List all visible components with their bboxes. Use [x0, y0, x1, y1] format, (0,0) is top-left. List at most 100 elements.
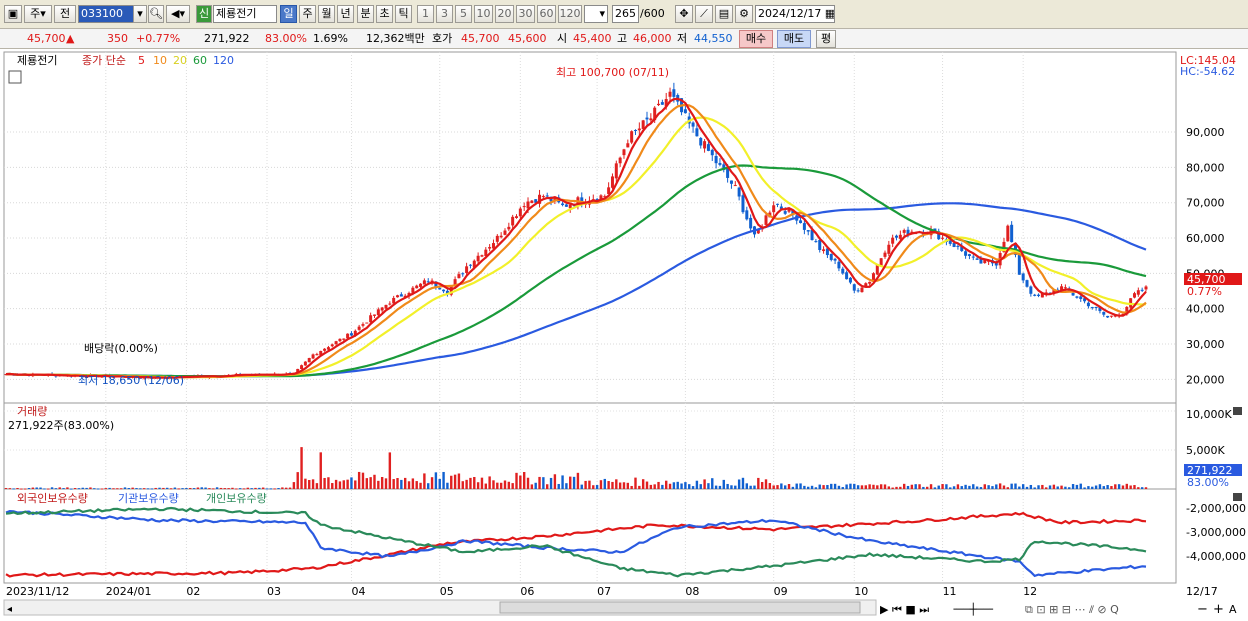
tab-week[interactable]: 주	[299, 5, 316, 23]
candle-body	[396, 295, 400, 298]
zoom-slider-icon[interactable]: ╶──┼──╴	[950, 602, 996, 616]
candle-body	[603, 196, 607, 198]
zoom-in-icon[interactable]: +	[1213, 602, 1224, 617]
candle-body	[960, 246, 964, 252]
volume-bar	[1110, 486, 1113, 489]
volume-bar	[653, 484, 656, 489]
candle-body	[564, 204, 568, 207]
volume-bar	[47, 488, 50, 490]
volume-bar	[1014, 483, 1017, 489]
volume-bar	[799, 483, 802, 489]
volume-bar	[93, 488, 96, 490]
price-tick-label: 60,000	[1186, 232, 1225, 245]
x-tick-label: 07	[597, 585, 611, 598]
volume-bar	[922, 486, 925, 489]
tab-second[interactable]: 초	[376, 5, 393, 23]
candle-body	[365, 322, 369, 324]
volume-bar	[776, 485, 779, 489]
gear-icon[interactable]: ⚙	[735, 5, 753, 23]
candle-body	[906, 229, 910, 234]
volume-bar	[657, 481, 660, 489]
candle-body	[534, 199, 538, 203]
volume-bar	[1052, 484, 1056, 489]
quote-turnover: 1.69%	[313, 32, 348, 45]
volume-bar	[979, 487, 983, 489]
grid-toggle-icon[interactable]	[8, 70, 22, 84]
volume-bar	[112, 488, 115, 490]
institution-holdings-line	[5, 509, 1147, 578]
mode-select[interactable]: 전	[54, 5, 76, 23]
scroll-left-icon[interactable]: ◂	[7, 604, 12, 615]
candle-body	[691, 122, 695, 127]
candle-body	[330, 344, 334, 347]
sell-button[interactable]: 매도	[777, 30, 811, 48]
candle-body	[399, 294, 403, 297]
tab-tick[interactable]: 틱	[395, 5, 412, 23]
legend-stock-name[interactable]: 제룡전기	[17, 54, 57, 67]
minute-10[interactable]: 10	[474, 5, 493, 23]
volume-bar	[515, 472, 518, 489]
volume-bar	[1079, 483, 1082, 489]
volume-bar	[423, 473, 426, 489]
interval-select[interactable]: ▾	[584, 5, 608, 23]
code-dropdown[interactable]: ▾	[133, 5, 147, 23]
tools-icon[interactable]: ⧉ ⊡ ⊞ ⊟ ⋯ ⫽ ⊘ Q	[1025, 603, 1119, 616]
x-tick-label: 10	[854, 585, 868, 598]
tab-month[interactable]: 월	[318, 5, 335, 23]
candle-body	[311, 354, 315, 359]
search-icon[interactable]: 🔍︎	[148, 5, 164, 23]
candle-body	[1071, 292, 1075, 296]
tab-minute[interactable]: 분	[357, 5, 374, 23]
minute-30[interactable]: 30	[516, 5, 535, 23]
volume-bar	[39, 487, 42, 489]
quote-change: 350	[107, 32, 128, 45]
volume-bar	[403, 477, 407, 489]
scroll-thumb[interactable]	[499, 601, 861, 614]
tab-year[interactable]: 년	[337, 5, 354, 23]
eval-button[interactable]: 평	[816, 30, 836, 48]
volume-bar	[1010, 483, 1013, 489]
minute-20[interactable]: 20	[495, 5, 514, 23]
candle-body	[138, 377, 142, 379]
volume-bar	[626, 482, 630, 489]
minute-60[interactable]: 60	[537, 5, 556, 23]
layout-icon[interactable]: ▣	[4, 5, 22, 23]
volume-bar	[192, 488, 196, 490]
candle-body	[948, 240, 952, 244]
volume-bar	[918, 484, 921, 489]
draw-icon[interactable]: ⟋	[695, 5, 713, 23]
speaker-icon[interactable]: ◀▾	[166, 5, 190, 23]
save-icon[interactable]: ▤	[715, 5, 733, 23]
volume-close-icon[interactable]	[1233, 407, 1242, 415]
candle-body	[468, 264, 472, 266]
volume-bar	[622, 482, 626, 489]
volume-bar	[327, 477, 330, 489]
buy-button[interactable]: 매수	[739, 30, 773, 48]
text-tool-icon[interactable]: A	[1229, 603, 1237, 616]
candle-body	[1060, 286, 1064, 292]
minute-5[interactable]: 5	[455, 5, 472, 23]
volume-bar	[407, 481, 411, 489]
crosshair-icon[interactable]: ✥	[675, 5, 693, 23]
candle-body	[457, 274, 461, 279]
volume-bar	[741, 477, 745, 489]
minute-120[interactable]: 120	[558, 5, 582, 23]
minute-1[interactable]: 1	[417, 5, 434, 23]
nav-controls-icon[interactable]: ▶ ⏮ ■ ⏭	[880, 603, 929, 616]
candle-body	[967, 254, 971, 257]
volume-bar	[189, 487, 192, 489]
holdings-close-icon[interactable]	[1233, 493, 1242, 501]
candle-body	[783, 211, 787, 214]
volume-bar	[8, 488, 12, 490]
date-input[interactable]: 2024/12/17 ▦	[755, 5, 835, 23]
zoom-out-icon[interactable]: −	[1197, 602, 1208, 617]
stock-code-input[interactable]: 033100	[78, 5, 134, 23]
stock-chart[interactable]: 20,00030,00040,00050,00060,00070,00080,0…	[0, 50, 1248, 621]
volume-bar	[546, 484, 549, 489]
tab-day[interactable]: 일	[280, 5, 297, 23]
market-select[interactable]: 주▾	[24, 5, 52, 23]
volume-bar	[154, 487, 157, 489]
count-input[interactable]: 265	[612, 5, 639, 23]
minute-3[interactable]: 3	[436, 5, 453, 23]
candle-body	[411, 287, 415, 293]
